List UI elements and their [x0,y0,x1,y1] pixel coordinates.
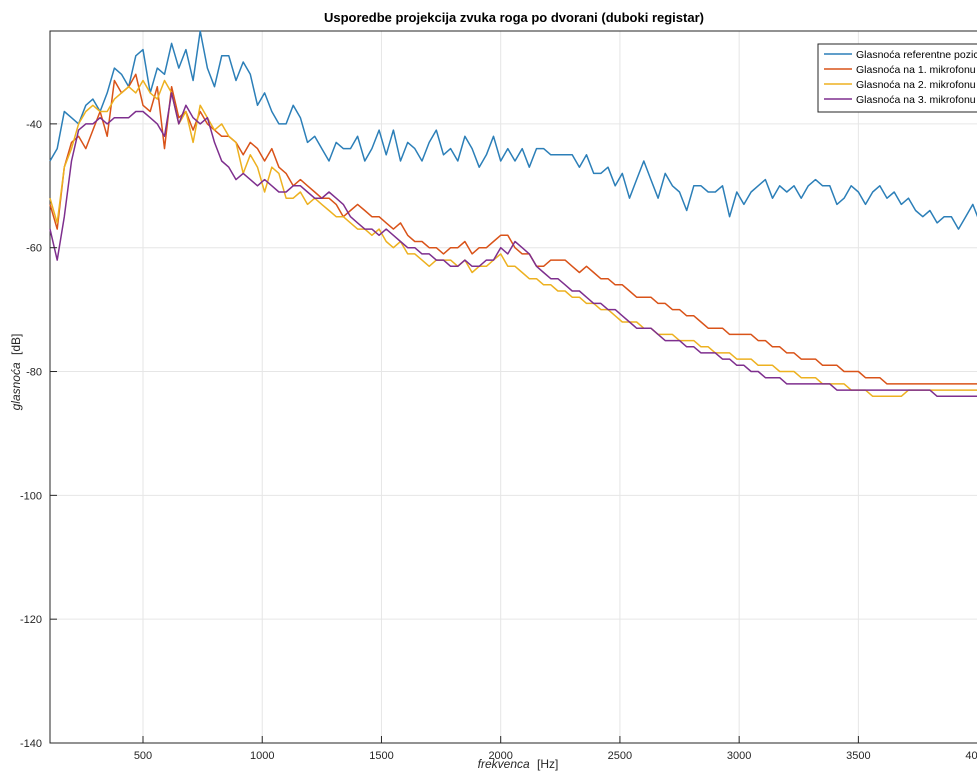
x-axis-label-unit: [Hz] [537,757,558,771]
x-tick-label: 2000 [488,750,512,762]
x-tick-label: 3000 [727,750,751,762]
legend-box [817,43,977,113]
legend-label-1: Glasnoća referentne pozicije [856,49,977,61]
y-tick-label: -140 [20,738,42,750]
ticks: 500 1000 1500 2000 2500 3000 3500 4000 -140 -120 -… [20,119,977,762]
x-tick-label: 3500 [846,750,870,762]
series-group [49,30,977,398]
legend[interactable]: Glasnoća referentne pozicije Glasnoća na … [817,43,977,113]
x-tick-label: 1500 [369,750,393,762]
x-axis-label: frekvenca [Hz] [478,757,559,771]
series-line-4 [49,92,977,398]
y-axis-label: glasnoća [dB] [9,334,23,411]
chart-title: Usporedbe projekcija zvuka roga po dvora… [324,10,704,25]
plot-frame [49,30,977,744]
legend-label-2: Glasnoća na 1. mikrofonu [856,64,976,76]
x-axis-label-quantity: frekvenca [478,757,530,771]
y-tick-label: -80 [26,367,42,379]
y-tick-label: -40 [26,119,42,131]
y-tick-label: -100 [20,490,42,502]
x-tick-label: 2500 [608,750,632,762]
x-tick-label: 1000 [250,750,274,762]
x-tick-label: 500 [134,750,152,762]
x-tick-label: 4000 [965,750,977,762]
grid [50,31,977,744]
legend-label-4: Glasnoća na 3. mikrofonu [856,94,976,106]
legend-label-3: Glasnoća na 2. mikrofonu [856,79,976,91]
y-axis-label-unit: [dB] [9,334,23,355]
y-axis-label-quantity: glasnoća [9,362,23,410]
y-tick-label: -60 [26,243,42,255]
series-line-1 [49,30,977,230]
y-tick-label: -120 [20,614,42,626]
